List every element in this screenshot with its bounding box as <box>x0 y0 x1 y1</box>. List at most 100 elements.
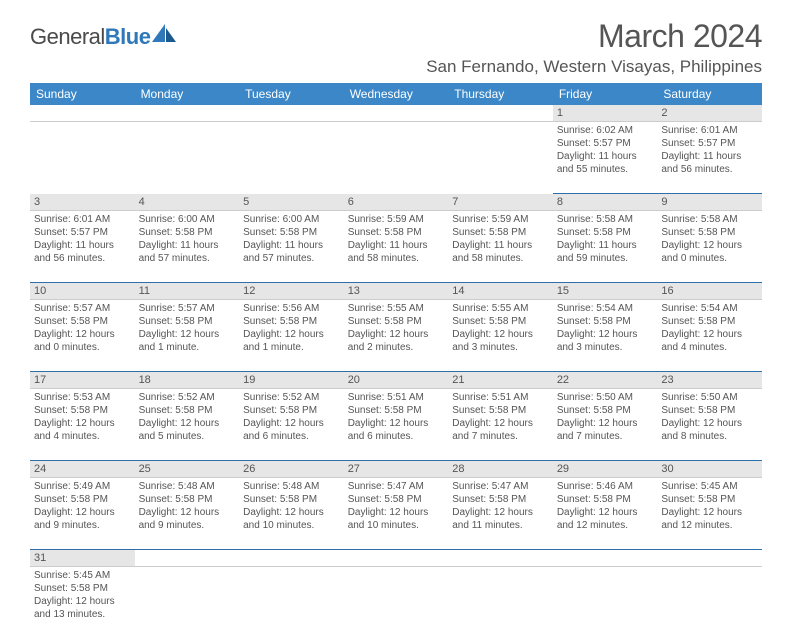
weekday-header: Tuesday <box>239 83 344 105</box>
day-number: 25 <box>135 461 240 478</box>
sunrise-text: Sunrise: 5:57 AM <box>139 302 236 315</box>
day-cell-content: Sunrise: 6:00 AMSunset: 5:58 PMDaylight:… <box>135 211 240 269</box>
day-number: 1 <box>553 105 658 122</box>
day-cell: Sunrise: 5:55 AMSunset: 5:58 PMDaylight:… <box>448 300 553 372</box>
daylight-text: Daylight: 12 hours and 6 minutes. <box>348 417 445 443</box>
day-cell-content: Sunrise: 5:47 AMSunset: 5:58 PMDaylight:… <box>344 478 449 536</box>
day-number: 5 <box>239 194 344 211</box>
daylight-text: Daylight: 12 hours and 4 minutes. <box>34 417 131 443</box>
day-content-row: Sunrise: 5:49 AMSunset: 5:58 PMDaylight:… <box>30 478 762 550</box>
daylight-text: Daylight: 12 hours and 1 minute. <box>243 328 340 354</box>
daylight-text: Daylight: 12 hours and 6 minutes. <box>243 417 340 443</box>
sunrise-text: Sunrise: 5:57 AM <box>34 302 131 315</box>
sunrise-text: Sunrise: 5:48 AM <box>243 480 340 493</box>
day-number: 17 <box>30 372 135 389</box>
sunrise-text: Sunrise: 5:59 AM <box>452 213 549 226</box>
sunrise-text: Sunrise: 6:02 AM <box>557 124 654 137</box>
empty-cell <box>239 105 344 122</box>
day-cell: Sunrise: 6:01 AMSunset: 5:57 PMDaylight:… <box>30 211 135 283</box>
sunrise-text: Sunrise: 5:55 AM <box>348 302 445 315</box>
day-number: 3 <box>30 194 135 211</box>
sunset-text: Sunset: 5:58 PM <box>243 226 340 239</box>
day-number: 22 <box>553 372 658 389</box>
day-cell-content: Sunrise: 5:57 AMSunset: 5:58 PMDaylight:… <box>135 300 240 358</box>
sunrise-text: Sunrise: 5:58 AM <box>557 213 654 226</box>
day-number: 28 <box>448 461 553 478</box>
day-cell-content: Sunrise: 6:02 AMSunset: 5:57 PMDaylight:… <box>553 122 658 180</box>
sunrise-text: Sunrise: 5:53 AM <box>34 391 131 404</box>
day-cell: Sunrise: 5:57 AMSunset: 5:58 PMDaylight:… <box>30 300 135 372</box>
day-number: 12 <box>239 283 344 300</box>
daylight-text: Daylight: 12 hours and 10 minutes. <box>348 506 445 532</box>
day-cell: Sunrise: 5:58 AMSunset: 5:58 PMDaylight:… <box>553 211 658 283</box>
sunset-text: Sunset: 5:58 PM <box>348 226 445 239</box>
day-cell: Sunrise: 5:54 AMSunset: 5:58 PMDaylight:… <box>553 300 658 372</box>
sunrise-text: Sunrise: 5:47 AM <box>348 480 445 493</box>
day-cell-content: Sunrise: 5:52 AMSunset: 5:58 PMDaylight:… <box>239 389 344 447</box>
day-cell-content: Sunrise: 5:45 AMSunset: 5:58 PMDaylight:… <box>30 567 135 625</box>
day-number: 13 <box>344 283 449 300</box>
empty-cell <box>448 122 553 194</box>
empty-cell <box>135 105 240 122</box>
sunrise-text: Sunrise: 5:50 AM <box>661 391 758 404</box>
weekday-header: Friday <box>553 83 658 105</box>
daylight-text: Daylight: 12 hours and 10 minutes. <box>243 506 340 532</box>
sunrise-text: Sunrise: 5:51 AM <box>348 391 445 404</box>
daylight-text: Daylight: 12 hours and 1 minute. <box>139 328 236 354</box>
day-number: 16 <box>657 283 762 300</box>
sunset-text: Sunset: 5:58 PM <box>34 315 131 328</box>
sunrise-text: Sunrise: 5:55 AM <box>452 302 549 315</box>
location-subtitle: San Fernando, Western Visayas, Philippin… <box>426 57 762 77</box>
day-cell: Sunrise: 6:00 AMSunset: 5:58 PMDaylight:… <box>239 211 344 283</box>
sunset-text: Sunset: 5:58 PM <box>139 404 236 417</box>
day-number: 15 <box>553 283 658 300</box>
empty-cell <box>344 122 449 194</box>
sunrise-text: Sunrise: 6:01 AM <box>661 124 758 137</box>
day-cell: Sunrise: 5:59 AMSunset: 5:58 PMDaylight:… <box>344 211 449 283</box>
day-cell-content: Sunrise: 5:57 AMSunset: 5:58 PMDaylight:… <box>30 300 135 358</box>
day-content-row: Sunrise: 5:53 AMSunset: 5:58 PMDaylight:… <box>30 389 762 461</box>
empty-cell <box>135 550 240 567</box>
header: GeneralBlue March 2024 San Fernando, Wes… <box>30 18 762 77</box>
daylight-text: Daylight: 12 hours and 3 minutes. <box>452 328 549 354</box>
day-content-row: Sunrise: 6:01 AMSunset: 5:57 PMDaylight:… <box>30 211 762 283</box>
daylight-text: Daylight: 12 hours and 13 minutes. <box>34 595 131 621</box>
daylight-text: Daylight: 12 hours and 3 minutes. <box>557 328 654 354</box>
sunset-text: Sunset: 5:58 PM <box>661 493 758 506</box>
sunrise-text: Sunrise: 5:51 AM <box>452 391 549 404</box>
calendar-body: 12 Sunrise: 6:02 AMSunset: 5:57 PMDayligh… <box>30 105 762 639</box>
logo: GeneralBlue <box>30 24 178 50</box>
day-cell-content: Sunrise: 6:01 AMSunset: 5:57 PMDaylight:… <box>30 211 135 269</box>
sunset-text: Sunset: 5:58 PM <box>348 404 445 417</box>
sunrise-text: Sunrise: 5:52 AM <box>139 391 236 404</box>
day-cell: Sunrise: 5:48 AMSunset: 5:58 PMDaylight:… <box>239 478 344 550</box>
weekday-header: Sunday <box>30 83 135 105</box>
day-number: 7 <box>448 194 553 211</box>
sunset-text: Sunset: 5:58 PM <box>139 315 236 328</box>
day-number: 11 <box>135 283 240 300</box>
month-title: March 2024 <box>426 18 762 55</box>
empty-cell <box>135 122 240 194</box>
empty-cell <box>657 567 762 639</box>
sunset-text: Sunset: 5:58 PM <box>452 315 549 328</box>
empty-cell <box>448 105 553 122</box>
day-cell-content: Sunrise: 5:47 AMSunset: 5:58 PMDaylight:… <box>448 478 553 536</box>
daylight-text: Daylight: 11 hours and 58 minutes. <box>348 239 445 265</box>
day-cell-content: Sunrise: 6:01 AMSunset: 5:57 PMDaylight:… <box>657 122 762 180</box>
day-number-row: 31 <box>30 550 762 567</box>
day-number-row: 10111213141516 <box>30 283 762 300</box>
day-cell-content: Sunrise: 5:48 AMSunset: 5:58 PMDaylight:… <box>239 478 344 536</box>
daylight-text: Daylight: 12 hours and 12 minutes. <box>557 506 654 532</box>
day-cell: Sunrise: 6:02 AMSunset: 5:57 PMDaylight:… <box>553 122 658 194</box>
day-cell: Sunrise: 5:51 AMSunset: 5:58 PMDaylight:… <box>448 389 553 461</box>
day-cell-content: Sunrise: 5:52 AMSunset: 5:58 PMDaylight:… <box>135 389 240 447</box>
weekday-header: Thursday <box>448 83 553 105</box>
day-cell: Sunrise: 5:54 AMSunset: 5:58 PMDaylight:… <box>657 300 762 372</box>
day-cell: Sunrise: 6:00 AMSunset: 5:58 PMDaylight:… <box>135 211 240 283</box>
day-cell: Sunrise: 5:58 AMSunset: 5:58 PMDaylight:… <box>657 211 762 283</box>
sunset-text: Sunset: 5:58 PM <box>661 226 758 239</box>
empty-cell <box>344 567 449 639</box>
day-cell-content: Sunrise: 5:50 AMSunset: 5:58 PMDaylight:… <box>657 389 762 447</box>
day-cell: Sunrise: 5:50 AMSunset: 5:58 PMDaylight:… <box>657 389 762 461</box>
empty-cell <box>30 122 135 194</box>
